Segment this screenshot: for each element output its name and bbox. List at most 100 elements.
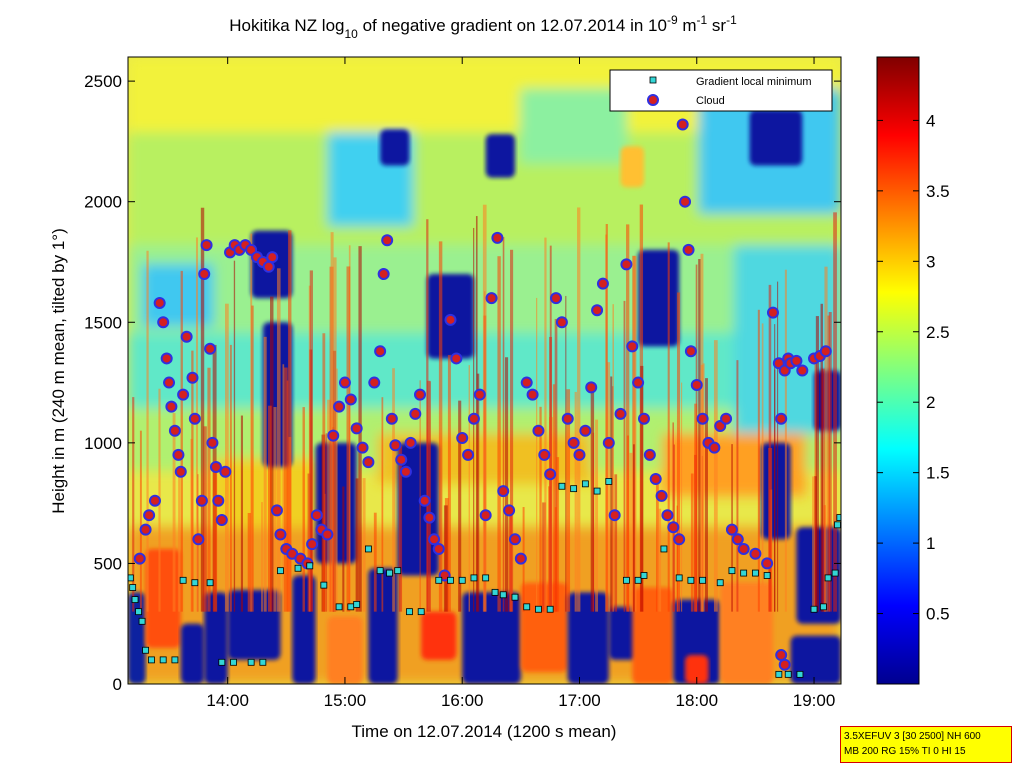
cloud-point bbox=[198, 268, 211, 281]
colorbar-tick-label: 2 bbox=[926, 393, 935, 412]
gradient-minimum-point bbox=[499, 591, 507, 599]
heatmap-spike bbox=[595, 419, 599, 612]
gradient-minimum-point bbox=[605, 478, 613, 485]
heatmap-spike bbox=[322, 333, 326, 612]
heatmap-blob bbox=[720, 582, 773, 684]
heatmap-spike bbox=[610, 376, 613, 612]
cloud-point bbox=[585, 381, 598, 394]
heatmap-spike bbox=[629, 452, 634, 612]
cloud-point bbox=[655, 489, 668, 502]
cloud-point bbox=[153, 296, 166, 309]
cloud-point bbox=[684, 345, 697, 358]
heatmap-spike bbox=[200, 207, 205, 612]
heatmap-spike bbox=[251, 305, 254, 612]
gradient-minimum-point bbox=[775, 670, 783, 678]
heatmap-spike bbox=[268, 405, 272, 612]
gradient-minimum-point bbox=[728, 567, 736, 575]
cloud-point bbox=[790, 354, 803, 367]
heatmap-spike bbox=[814, 476, 817, 612]
cloud-point bbox=[775, 412, 788, 425]
gradient-minimum-point bbox=[142, 646, 149, 654]
cloud-point bbox=[165, 400, 178, 413]
gradient-minimum-point bbox=[135, 608, 142, 616]
legend-label-cloud: Cloud bbox=[696, 95, 725, 107]
gradient-minimum-point bbox=[831, 569, 839, 577]
colorbar-tick-label: 0.5 bbox=[926, 605, 950, 624]
gradient-minimum-point bbox=[294, 564, 302, 572]
info-box-line-1: 3.5XEFUV 3 [30 2500] NH 600 bbox=[844, 731, 981, 742]
gradient-minimum-point bbox=[458, 576, 466, 584]
cloud-point bbox=[310, 509, 323, 522]
gradient-minimum-point bbox=[535, 605, 542, 613]
gradient-minimum-point bbox=[836, 514, 841, 522]
legend-label-gradient-minimum: Gradient local minimum bbox=[696, 76, 812, 88]
heatmap-spike bbox=[502, 237, 505, 612]
y-axis: 0 500 1000 1500 2000 2500 bbox=[84, 72, 841, 694]
gradient-minimum-point bbox=[218, 658, 226, 666]
gradient-minimum-point bbox=[593, 487, 601, 495]
heatmap-spike bbox=[590, 390, 595, 612]
gradient-minimum-point bbox=[751, 569, 759, 577]
cloud-point bbox=[456, 432, 469, 445]
heatmap-spike bbox=[207, 367, 211, 612]
heatmap-blob bbox=[567, 592, 609, 684]
heatmap-spike bbox=[381, 397, 384, 612]
cloud-point bbox=[172, 448, 185, 461]
cloud-point bbox=[177, 388, 190, 401]
cloud-point bbox=[720, 412, 733, 425]
heatmap-spike bbox=[283, 367, 288, 612]
gradient-minimum-point bbox=[824, 574, 832, 582]
cloud-point bbox=[133, 552, 146, 565]
cloud-point bbox=[377, 268, 390, 281]
heatmap-spike bbox=[233, 260, 236, 612]
heatmap-spike bbox=[681, 382, 683, 612]
heatmap-spike bbox=[180, 270, 183, 612]
heatmap-spike bbox=[815, 316, 819, 612]
heatmap-blob bbox=[421, 611, 457, 660]
cloud-point bbox=[414, 388, 427, 401]
cloud-point bbox=[428, 533, 441, 546]
cloud-point bbox=[491, 231, 504, 244]
heatmap-spike bbox=[497, 256, 501, 612]
heatmap-blob bbox=[620, 146, 644, 188]
gradient-minimum-point bbox=[406, 608, 413, 616]
cloud-point bbox=[385, 412, 398, 425]
cloud-point bbox=[333, 400, 346, 413]
heatmap-spike bbox=[458, 400, 462, 612]
gradient-minimum-point bbox=[148, 656, 155, 664]
plot-frame bbox=[127, 56, 842, 685]
gradient-minimum-point bbox=[259, 658, 267, 666]
colorbar-ticks: 0.5 1 1.5 2 2.5 3 3.5 4 bbox=[877, 111, 950, 624]
cloud-point bbox=[186, 371, 199, 384]
heatmap-spike bbox=[309, 270, 313, 612]
gradient-minimum-point bbox=[320, 581, 328, 589]
heatmap-spike bbox=[286, 380, 289, 612]
cloud-point bbox=[209, 460, 222, 473]
heatmap-spike bbox=[139, 430, 142, 612]
cloud-point bbox=[766, 306, 779, 319]
cloud-point bbox=[168, 424, 181, 437]
cloud-point bbox=[676, 118, 689, 131]
cloud-point bbox=[775, 649, 788, 662]
cloud-point bbox=[160, 352, 173, 365]
colorbar-tick-label: 3 bbox=[926, 252, 935, 271]
gradient-minimum-point bbox=[558, 482, 566, 490]
gradient-minimum-point bbox=[820, 603, 827, 611]
cloud-point bbox=[479, 509, 492, 522]
colorbar-tick-label: 1 bbox=[926, 534, 935, 553]
heatmap-spike bbox=[632, 444, 635, 612]
heatmap-spike bbox=[640, 365, 644, 612]
gradient-minimum-point bbox=[128, 574, 134, 582]
heatmap-blob bbox=[749, 110, 803, 166]
heatmap-blob bbox=[485, 134, 515, 178]
cloud-point bbox=[212, 494, 225, 507]
cloud-point bbox=[192, 533, 205, 546]
cloud-point bbox=[204, 342, 217, 355]
info-box-line-2: MB 200 RG 15% TI 0 HI 15 bbox=[844, 746, 966, 757]
heatmap-spike bbox=[342, 486, 345, 612]
cloud-point bbox=[632, 376, 645, 389]
heatmap-spike bbox=[447, 355, 451, 612]
heatmap-spike bbox=[705, 378, 708, 612]
cloud-point bbox=[708, 441, 721, 454]
heatmap-band bbox=[520, 88, 628, 164]
